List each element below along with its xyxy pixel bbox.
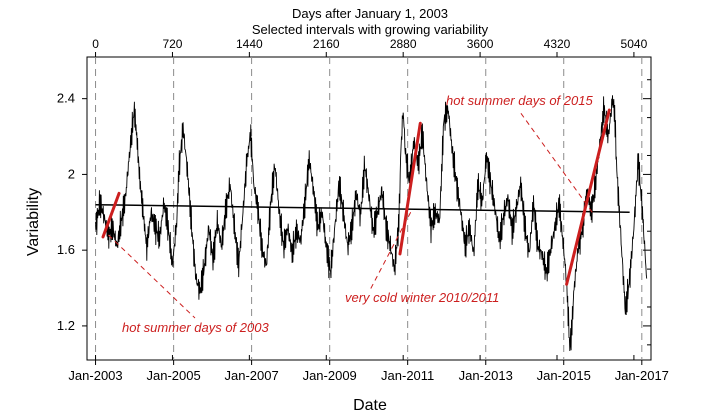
top-tick-label-5: 3600 — [467, 37, 494, 51]
top-tick-label-6: 4320 — [544, 37, 571, 51]
bottom-tick-label-7: Jan-2017 — [615, 368, 669, 383]
top-tick-label-1: 720 — [162, 37, 182, 51]
bottom-tick-label-3: Jan-2009 — [303, 368, 357, 383]
bottom-tick-label-4: Jan-2011 — [381, 368, 434, 383]
annotation-pointer-1 — [369, 212, 412, 291]
red-trend-segment-1 — [398, 121, 422, 256]
top-tick-label-7: 5040 — [621, 37, 648, 51]
series-layer — [95, 95, 648, 352]
trend-segments — [101, 108, 611, 286]
top-tick-label-0: 0 — [92, 37, 99, 51]
top-tick-label-4: 2880 — [390, 37, 417, 51]
plot-frame — [86, 56, 652, 361]
y-tick-label-0: 1.2 — [57, 318, 75, 333]
chart-subtitle: Selected intervals with growing variabil… — [252, 22, 489, 37]
y-tick-label-3: 2.4 — [57, 91, 75, 106]
bottom-tick-label-2: Jan-2007 — [224, 368, 278, 383]
bottom-tick-label-5: Jan-2013 — [459, 368, 513, 383]
series-line-overall-trend — [95, 203, 630, 214]
annotation-summer-2003: hot summer days of 2003 — [122, 320, 269, 335]
annotation-pointers — [108, 111, 593, 319]
y-axis: 1.2 1.6 2 2.4 — [57, 79, 651, 346]
grid-layer — [95, 57, 643, 360]
y-tick-label-2: 2 — [68, 166, 75, 181]
bottom-tick-label-1: Jan-2005 — [147, 368, 201, 383]
y-tick-label-1: 1.6 — [57, 242, 75, 257]
x-axis-label: Date — [353, 397, 387, 414]
annotation-pointer-0 — [108, 234, 196, 319]
bottom-tick-label-6: Jan-2015 — [537, 368, 591, 383]
bottom-axis: Jan-2003 Jan-2005 Jan-2007 Jan-2009 Jan-2011… — [68, 360, 669, 383]
red-trend-segment-0 — [101, 191, 121, 239]
bottom-tick-label-0: Jan-2003 — [68, 368, 122, 383]
chart-title: Days after January 1, 2003 — [292, 6, 448, 21]
top-tick-label-2: 1440 — [236, 37, 263, 51]
top-tick-label-3: 2160 — [313, 37, 340, 51]
top-axis: 0 720 1440 2160 2880 3600 4320 5040 — [92, 37, 648, 360]
red-trend-segment-2 — [565, 108, 611, 286]
annotation-winter-2010-2011: very cold winter 2010/2011 — [345, 290, 499, 305]
annotation-summer-2015: hot summer days of 2015 — [446, 93, 593, 108]
y-axis-label: Variability — [25, 188, 42, 256]
annotation-pointer-2 — [519, 111, 593, 213]
series-line-variability — [95, 95, 648, 352]
